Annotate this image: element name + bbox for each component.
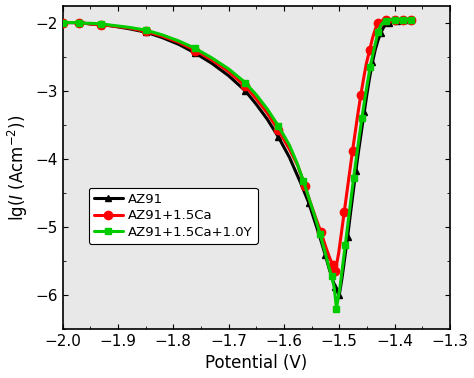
AZ91+1.5Ca+1.0Y [307, 197, 312, 202]
AZ91+1.5Ca+1.0Y [159, 33, 165, 37]
AZ91+1.5Ca [254, 97, 259, 101]
AZ91+1.5Ca+1.0Y [82, 21, 88, 26]
AZ91+1.5Ca [87, 22, 93, 26]
AZ91 [323, 253, 328, 258]
AZ91 [60, 20, 65, 25]
AZ91+1.5Ca [209, 58, 215, 62]
AZ91+1.5Ca+1.0Y [328, 274, 334, 278]
AZ91+1.5Ca+1.0Y [331, 286, 337, 290]
AZ91 [327, 267, 332, 271]
AZ91+1.5Ca+1.0Y [275, 124, 281, 129]
AZ91+1.5Ca [327, 254, 332, 259]
AZ91 [242, 88, 248, 93]
AZ91+1.5Ca [287, 147, 292, 152]
AZ91+1.5Ca [82, 21, 88, 26]
AZ91 [82, 21, 88, 26]
Y-axis label: lg($I$ (Acm$^{-2}$)): lg($I$ (Acm$^{-2}$)) [6, 114, 30, 220]
AZ91+1.5Ca+1.0Y [126, 25, 132, 29]
AZ91 [176, 42, 182, 46]
AZ91+1.5Ca+1.0Y [312, 214, 318, 219]
AZ91+1.5Ca [76, 21, 82, 26]
AZ91+1.5Ca+1.0Y [99, 22, 104, 26]
AZ91+1.5Ca [99, 22, 104, 27]
Line: AZ91+1.5Ca: AZ91+1.5Ca [58, 19, 339, 275]
AZ91 [264, 117, 270, 122]
AZ91+1.5Ca [242, 84, 248, 88]
AZ91 [317, 235, 323, 239]
AZ91+1.5Ca+1.0Y [301, 178, 306, 183]
AZ91+1.5Ca+1.0Y [321, 247, 327, 252]
AZ91+1.5Ca+1.0Y [254, 93, 259, 97]
AZ91+1.5Ca+1.0Y [76, 20, 82, 25]
AZ91+1.5Ca [275, 128, 281, 132]
AZ91 [337, 293, 342, 297]
Line: AZ91: AZ91 [59, 19, 343, 299]
AZ91+1.5Ca+1.0Y [242, 80, 248, 85]
AZ91+1.5Ca [226, 69, 231, 74]
AZ91+1.5Ca+1.0Y [226, 67, 231, 71]
AZ91+1.5Ca+1.0Y [192, 46, 198, 51]
AZ91+1.5Ca+1.0Y [143, 28, 148, 33]
AZ91+1.5Ca [176, 40, 182, 45]
Line: AZ91+1.5Ca+1.0Y: AZ91+1.5Ca+1.0Y [59, 19, 340, 312]
AZ91+1.5Ca [308, 201, 313, 205]
AZ91 [143, 30, 148, 34]
AZ91+1.5Ca [65, 20, 71, 25]
AZ91 [275, 135, 281, 139]
AZ91 [76, 21, 82, 26]
X-axis label: Potential (V): Potential (V) [205, 355, 307, 372]
Legend: AZ91, AZ91+1.5Ca, AZ91+1.5Ca+1.0Y: AZ91, AZ91+1.5Ca, AZ91+1.5Ca+1.0Y [89, 188, 258, 244]
AZ91+1.5Ca [264, 111, 270, 115]
AZ91+1.5Ca [60, 20, 65, 25]
AZ91 [87, 22, 93, 26]
AZ91 [99, 22, 104, 27]
AZ91+1.5Ca [330, 263, 336, 267]
AZ91+1.5Ca [143, 29, 148, 34]
AZ91 [126, 26, 132, 31]
AZ91+1.5Ca+1.0Y [264, 107, 270, 112]
AZ91+1.5Ca [192, 48, 198, 53]
AZ91 [192, 51, 198, 56]
AZ91 [335, 290, 340, 294]
AZ91 [109, 24, 115, 28]
AZ91+1.5Ca+1.0Y [109, 23, 115, 28]
AZ91 [333, 285, 338, 289]
AZ91+1.5Ca+1.0Y [325, 262, 331, 266]
AZ91 [159, 35, 165, 40]
AZ91+1.5Ca [302, 184, 308, 188]
AZ91+1.5Ca+1.0Y [176, 39, 182, 43]
AZ91 [287, 155, 292, 160]
AZ91+1.5Ca [323, 244, 328, 248]
AZ91+1.5Ca+1.0Y [209, 56, 215, 60]
AZ91 [226, 73, 231, 78]
AZ91 [209, 61, 215, 66]
AZ91+1.5Ca [295, 163, 301, 168]
AZ91+1.5Ca [333, 269, 338, 273]
AZ91+1.5Ca [313, 217, 319, 221]
AZ91+1.5Ca [318, 230, 324, 235]
AZ91+1.5Ca+1.0Y [60, 20, 65, 25]
AZ91 [71, 20, 76, 25]
AZ91 [311, 218, 317, 222]
AZ91 [65, 20, 71, 25]
AZ91+1.5Ca [126, 26, 132, 30]
AZ91+1.5Ca+1.0Y [294, 160, 300, 164]
AZ91+1.5Ca+1.0Y [65, 20, 71, 25]
AZ91+1.5Ca [109, 24, 115, 28]
AZ91+1.5Ca+1.0Y [87, 21, 93, 26]
AZ91+1.5Ca [159, 34, 165, 39]
AZ91+1.5Ca+1.0Y [334, 306, 339, 311]
AZ91 [254, 102, 259, 107]
AZ91+1.5Ca+1.0Y [317, 231, 323, 236]
AZ91 [298, 180, 303, 185]
AZ91+1.5Ca+1.0Y [287, 143, 292, 147]
AZ91 [330, 278, 336, 282]
AZ91+1.5Ca+1.0Y [71, 20, 76, 25]
AZ91 [306, 201, 312, 205]
AZ91+1.5Ca [71, 20, 76, 25]
